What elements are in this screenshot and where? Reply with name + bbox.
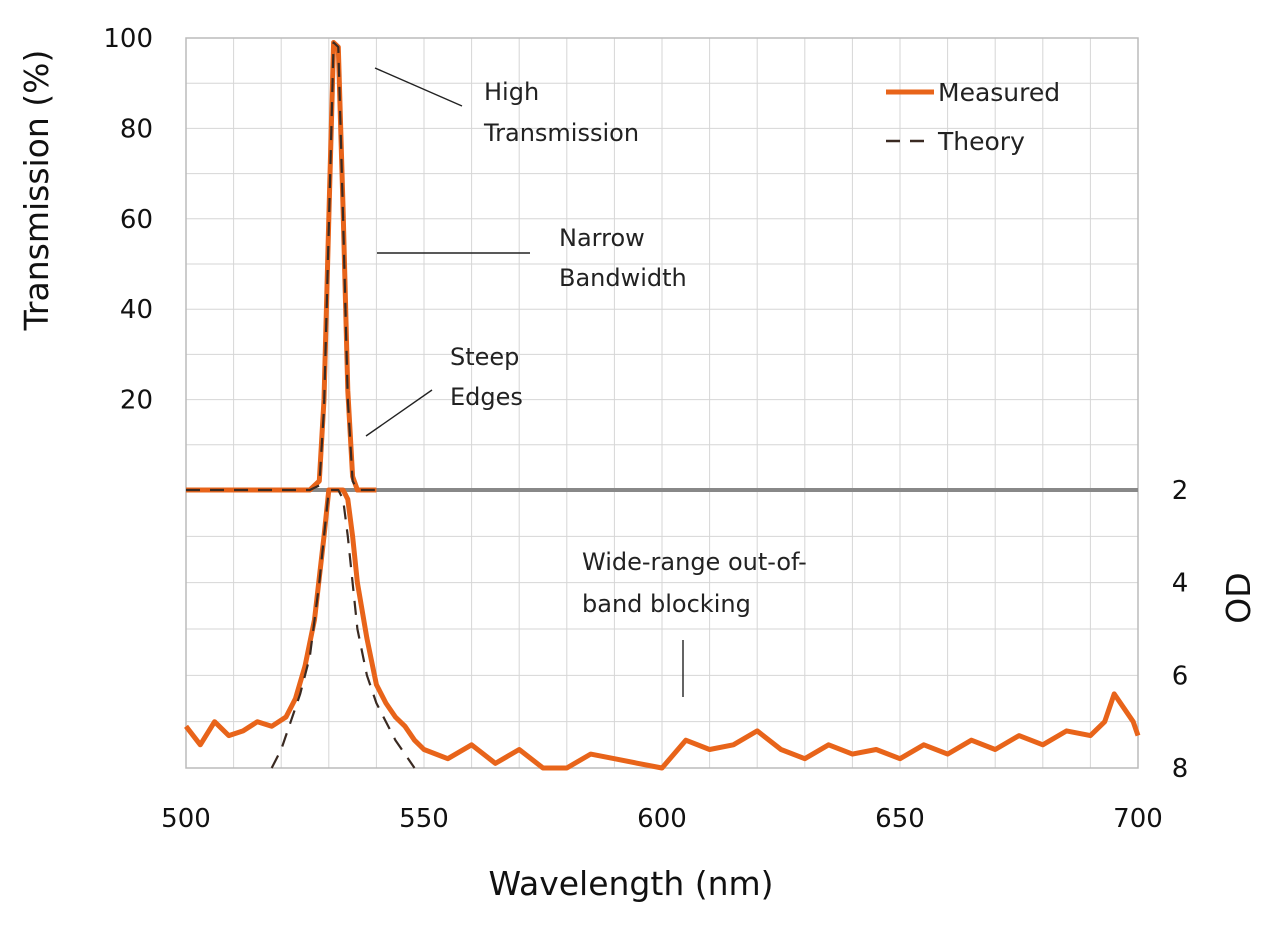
y-tick-label-od: 2 — [1172, 476, 1189, 506]
y-tick-label-od: 8 — [1172, 754, 1189, 784]
y-tick-label-transmission: 80 — [120, 114, 153, 144]
annotation-out-of-band-line2: band blocking — [582, 590, 751, 618]
y-tick-label-od: 4 — [1172, 569, 1189, 599]
y-tick-label-od: 6 — [1172, 661, 1189, 691]
legend-label-theory: Theory — [937, 127, 1025, 156]
series-line-theory-od — [270, 488, 416, 769]
annotation-narrow-bandwidth-line2: Bandwidth — [559, 264, 687, 292]
y-axis-title-od: OD — [1219, 572, 1258, 623]
annotation-high-transmission-line2: Transmission — [483, 119, 639, 147]
y-tick-labels-od: 2 4 6 8 — [1172, 476, 1189, 784]
series-layer — [184, 40, 1141, 771]
series-line-measured-od — [184, 487, 1141, 771]
annotation-steep-edges-line1: Steep — [450, 343, 519, 371]
x-tick-label: 600 — [637, 804, 687, 834]
x-tick-label: 700 — [1113, 804, 1163, 834]
legend-label-measured: Measured — [938, 78, 1060, 107]
y-tick-label-transmission: 20 — [120, 386, 153, 416]
annotation-high-transmission-line1: High — [484, 78, 539, 106]
y-tick-label-transmission: 40 — [120, 295, 153, 325]
y-tick-label-transmission: 100 — [103, 24, 153, 54]
x-tick-label: 500 — [161, 804, 211, 834]
series-line-theory-transmission — [186, 41, 377, 492]
y-tick-labels-transmission: 100 80 60 40 20 — [103, 24, 153, 416]
annotation-steep-edges-line2: Edges — [450, 383, 523, 411]
annotation-narrow-bandwidth-line1: Narrow — [559, 224, 645, 252]
x-tick-label: 550 — [399, 804, 449, 834]
x-tick-label: 650 — [875, 804, 925, 834]
x-tick-labels: 500 550 600 650 700 — [161, 804, 1163, 834]
annotation-out-of-band-line1: Wide-range out-of- — [582, 548, 807, 576]
legend: Measured Theory — [886, 78, 1060, 156]
annotation-pointer-high-transmission — [374, 67, 463, 107]
x-axis-title: Wavelength (nm) — [488, 864, 773, 903]
annotation-pointer-steep-edges — [365, 389, 433, 437]
annotations: High Transmission Narrow Bandwidth Steep… — [365, 67, 807, 697]
y-axis-title-transmission: Transmission (%) — [17, 50, 56, 332]
y-tick-label-transmission: 60 — [120, 205, 153, 235]
